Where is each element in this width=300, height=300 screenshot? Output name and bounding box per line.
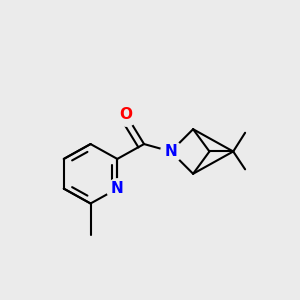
Text: O: O <box>120 107 133 122</box>
Text: N: N <box>111 181 124 196</box>
Text: N: N <box>164 144 177 159</box>
